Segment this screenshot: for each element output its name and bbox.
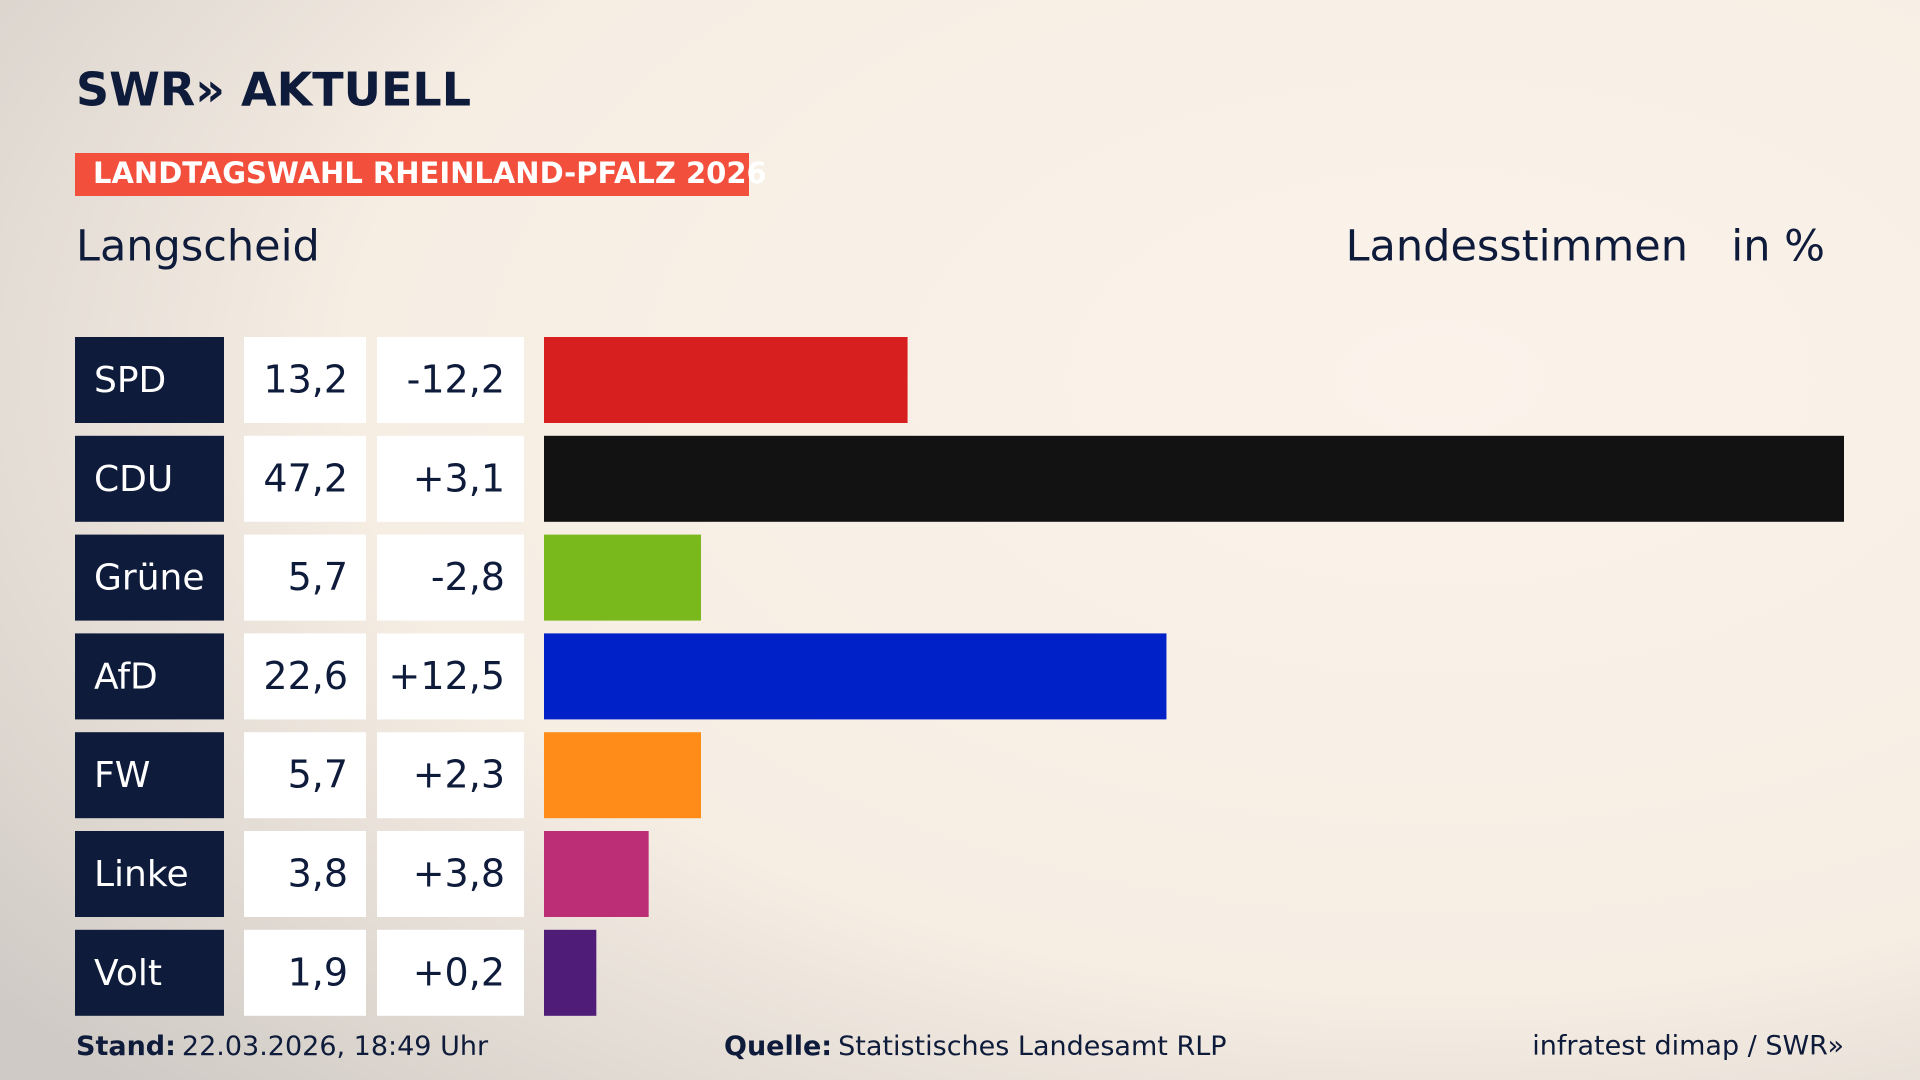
value-box	[244, 732, 366, 819]
banner-bg	[75, 153, 749, 196]
change-box	[377, 831, 524, 917]
party-box	[75, 534, 224, 621]
value-box	[244, 435, 366, 522]
party-box	[75, 929, 224, 1016]
party-box	[75, 633, 224, 720]
source-label: Quelle:	[724, 1031, 832, 1062]
change-box	[377, 929, 524, 1016]
party-label: CDU	[94, 459, 173, 500]
value-box	[244, 633, 366, 720]
change-box	[377, 435, 524, 522]
bar	[544, 732, 701, 819]
value-label: 5,7	[288, 555, 348, 599]
value-box	[244, 929, 366, 1016]
party-box	[75, 435, 224, 522]
chart-title: Langscheid	[76, 222, 320, 272]
brand-logo: SWR» AKTUELL	[76, 63, 471, 117]
party-label: SPD	[94, 360, 166, 401]
change-label: +3,8	[413, 852, 505, 896]
value-box	[244, 337, 366, 423]
bar	[544, 435, 1844, 522]
change-box	[377, 534, 524, 621]
bar	[544, 633, 1167, 720]
stand-label: Stand:	[76, 1031, 176, 1062]
stand-value: 22.03.2026, 18:49 Uhr	[182, 1031, 489, 1062]
party-label: Linke	[94, 854, 189, 895]
change-label: -12,2	[407, 358, 505, 402]
party-label: AfD	[94, 656, 158, 697]
unit-label: in %	[1731, 222, 1825, 272]
change-label: +2,3	[413, 753, 505, 797]
value-label: 5,7	[288, 753, 348, 797]
party-box	[75, 732, 224, 819]
party-label: FW	[94, 755, 150, 796]
change-box	[377, 337, 524, 423]
bar	[544, 831, 649, 917]
value-label: 47,2	[263, 456, 348, 500]
source-value: Statistisches Landesamt RLP	[838, 1031, 1226, 1062]
source: Quelle: Statistisches Landesamt RLP	[724, 1031, 1227, 1062]
value-label: 1,9	[288, 950, 348, 994]
bar	[544, 929, 597, 1016]
change-box	[377, 633, 524, 720]
value-box	[244, 831, 366, 917]
party-box	[75, 337, 224, 423]
credit: infratest dimap / SWR»	[1532, 1031, 1844, 1062]
stand: Stand: 22.03.2026, 18:49 Uhr	[76, 1031, 489, 1062]
party-box	[75, 831, 224, 917]
measure-label: Landesstimmen	[1346, 222, 1688, 272]
value-label: 3,8	[288, 852, 348, 896]
bar	[544, 337, 908, 423]
change-label: +0,2	[413, 950, 505, 994]
party-label: Grüne	[94, 558, 204, 599]
change-label: +12,5	[389, 654, 505, 698]
value-label: 13,2	[263, 358, 348, 402]
change-label: +3,1	[413, 456, 505, 500]
bar	[544, 534, 701, 621]
party-label: Volt	[94, 953, 162, 994]
value-label: 22,6	[263, 654, 348, 698]
change-label: -2,8	[431, 555, 505, 599]
change-box	[377, 732, 524, 819]
value-box	[244, 534, 366, 621]
banner: LANDTAGSWAHL RHEINLAND-PFALZ 2026	[93, 156, 767, 190]
